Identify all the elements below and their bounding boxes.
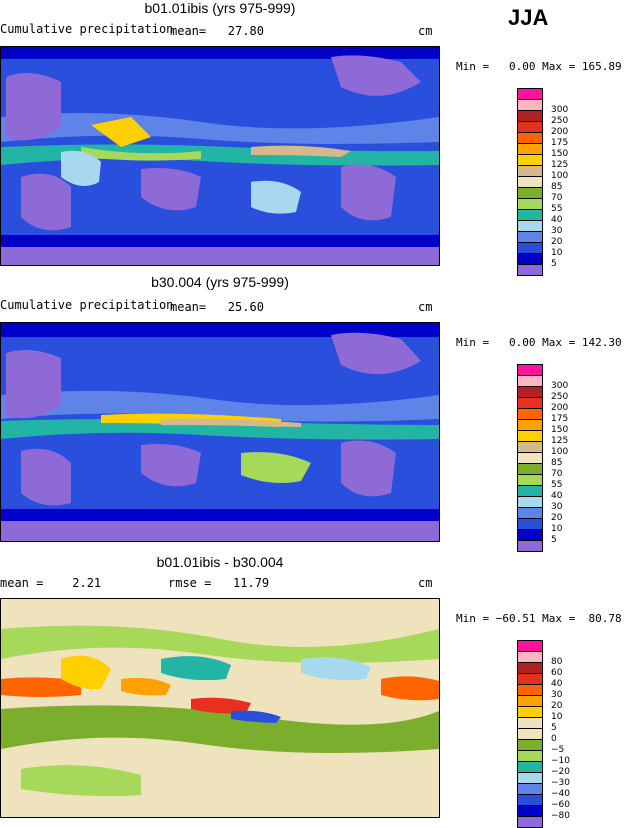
colorbar-level-label: 40 [551, 215, 563, 225]
panel3-rmse: rmse = 11.79 [168, 576, 270, 590]
panel1-subtitle: Cumulative precipitation [0, 22, 174, 36]
colorbar-level-label: 85 [551, 182, 563, 192]
colorbar-level-label: 30 [551, 502, 563, 512]
colorbar-level-label: 60 [551, 668, 563, 678]
panel2-map [0, 322, 440, 542]
colorbar-level-label: 250 [551, 116, 569, 126]
colorbar-level-label: 20 [551, 701, 563, 711]
colorbar-level-label: −60 [551, 800, 570, 810]
colorbar-level-label: 5 [551, 723, 557, 733]
colorbar-level-label: 125 [551, 436, 569, 446]
panel1-map [0, 46, 440, 266]
colorbar-level-label: 40 [551, 491, 563, 501]
panel3-map-field [1, 599, 439, 817]
colorbar-level-label: −5 [551, 745, 565, 755]
panel2-units: cm [418, 300, 433, 314]
panel1-title: b01.01ibis (yrs 975-999) [144, 0, 296, 16]
colorbar-level-label: 150 [551, 425, 569, 435]
colorbar-level-label: 80 [551, 657, 563, 667]
colorbar-level-label: 5 [551, 259, 557, 269]
colorbar-level-label: −10 [551, 756, 570, 766]
season-label: JJA [508, 5, 549, 30]
panel2-subtitle: Cumulative precipitation [0, 298, 174, 312]
colorbar-level-label: 30 [551, 226, 563, 236]
panel3-units: cm [418, 576, 433, 590]
colorbar-level-label: 200 [551, 127, 569, 137]
colorbar-level-label: 10 [551, 248, 563, 258]
panel3-map [0, 598, 440, 818]
colorbar-level-label: 150 [551, 149, 569, 159]
colorbar-level-label: 40 [551, 679, 563, 689]
colorbar-level-label: 200 [551, 403, 569, 413]
panel3-title: b01.01ibis - b30.004 [156, 554, 284, 570]
colorbar-level-label: 250 [551, 392, 569, 402]
colorbar-level-label: 55 [551, 204, 563, 214]
colorbar-level-label: 125 [551, 160, 569, 170]
colorbar-level-label: 5 [551, 535, 557, 545]
colorbar-level-label: 20 [551, 237, 563, 247]
colorbar-level-label: −80 [551, 811, 570, 821]
colorbar-level-label: 100 [551, 447, 569, 457]
colorbar-level-label: 70 [551, 469, 563, 479]
panel1-units: cm [418, 24, 433, 38]
colorbar-level-label: 85 [551, 458, 563, 468]
panel2-map-field [1, 323, 439, 541]
colorbar-level-label: 175 [551, 138, 569, 148]
colorbar-level-label: 10 [551, 524, 563, 534]
colorbar-level-label: 70 [551, 193, 563, 203]
colorbar-level-label: 10 [551, 712, 563, 722]
panel2-minmax: Min = 0.00 Max = 142.30 [456, 336, 622, 349]
panel2-mean: mean= 25.60 [170, 300, 264, 314]
colorbar-level-label: 100 [551, 171, 569, 181]
panel1-map-field [1, 47, 439, 265]
panel2-title: b30.004 (yrs 975-999) [151, 274, 289, 290]
colorbar-level-label: 300 [551, 381, 569, 391]
colorbar-level-label: 55 [551, 480, 563, 490]
colorbar-level-label: 0 [551, 734, 557, 744]
panel3-mean: mean = 2.21 [0, 576, 102, 590]
colorbar-level-label: 30 [551, 690, 563, 700]
colorbar-level-label: −20 [551, 767, 570, 777]
colorbar-swatch [517, 540, 543, 552]
colorbar-level-label: 175 [551, 414, 569, 424]
colorbar-level-label: 300 [551, 105, 569, 115]
panel1-minmax: Min = 0.00 Max = 165.89 [456, 60, 622, 73]
colorbar-level-label: 20 [551, 513, 563, 523]
colorbar-swatch [517, 264, 543, 276]
panel3-minmax: Min = −60.51 Max = 80.78 [456, 612, 622, 625]
colorbar-level-label: −30 [551, 778, 570, 788]
colorbar-level-label: −40 [551, 789, 570, 799]
panel1-mean: mean= 27.80 [170, 24, 264, 38]
